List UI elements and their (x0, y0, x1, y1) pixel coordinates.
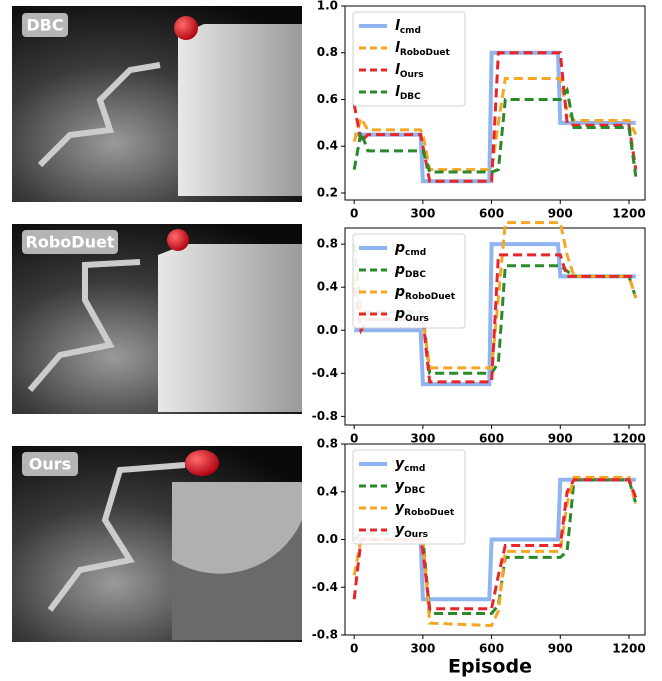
x-tick-label: 0 (350, 207, 358, 221)
y-tick-label: 1.0 (317, 0, 338, 13)
photo-label: DBC (26, 16, 63, 35)
y-tick-label: -0.4 (312, 366, 338, 380)
y-tick-label: 0.0 (317, 532, 338, 546)
x-tick-label: 300 (410, 642, 435, 656)
x-tick-label: 300 (410, 432, 435, 446)
x-tick-label: 1200 (612, 432, 645, 446)
photo-label: RoboDuet (26, 233, 115, 252)
y-tick-label: -0.4 (312, 580, 338, 594)
x-tick-label: 600 (479, 207, 504, 221)
y-tick-label: 0.4 (317, 280, 338, 294)
y-tick-label: 0.8 (317, 437, 338, 451)
x-tick-label: 1200 (612, 207, 645, 221)
y-tick-label: 0.6 (317, 92, 338, 106)
x-axis-label: Episode (448, 656, 532, 678)
x-tick-label: 0 (350, 432, 358, 446)
x-tick-label: 600 (479, 432, 504, 446)
y-tick-label: 0.4 (317, 484, 338, 498)
y-tick-label: 0.4 (317, 139, 338, 153)
x-tick-label: 900 (548, 642, 573, 656)
x-tick-label: 0 (350, 642, 358, 656)
figure: DBC RoboDuet Ours 0.2 0.4 0.6 0.8 1.0 0 300 600 900… (0, 0, 662, 681)
y-tick-label: 0.8 (317, 45, 338, 59)
y-tick-label: -0.8 (312, 409, 338, 423)
x-tick-label: 900 (548, 432, 573, 446)
x-tick-label: 900 (548, 207, 573, 221)
photo-label: Ours (29, 455, 71, 474)
x-tick-label: 1200 (612, 642, 645, 656)
y-tick-label: 0.2 (317, 185, 338, 199)
y-tick-label: 0.8 (317, 237, 338, 251)
x-tick-label: 600 (479, 642, 504, 656)
x-tick-label: 300 (410, 207, 435, 221)
y-tick-label: -0.8 (312, 628, 338, 642)
y-tick-label: 0.0 (317, 323, 338, 337)
